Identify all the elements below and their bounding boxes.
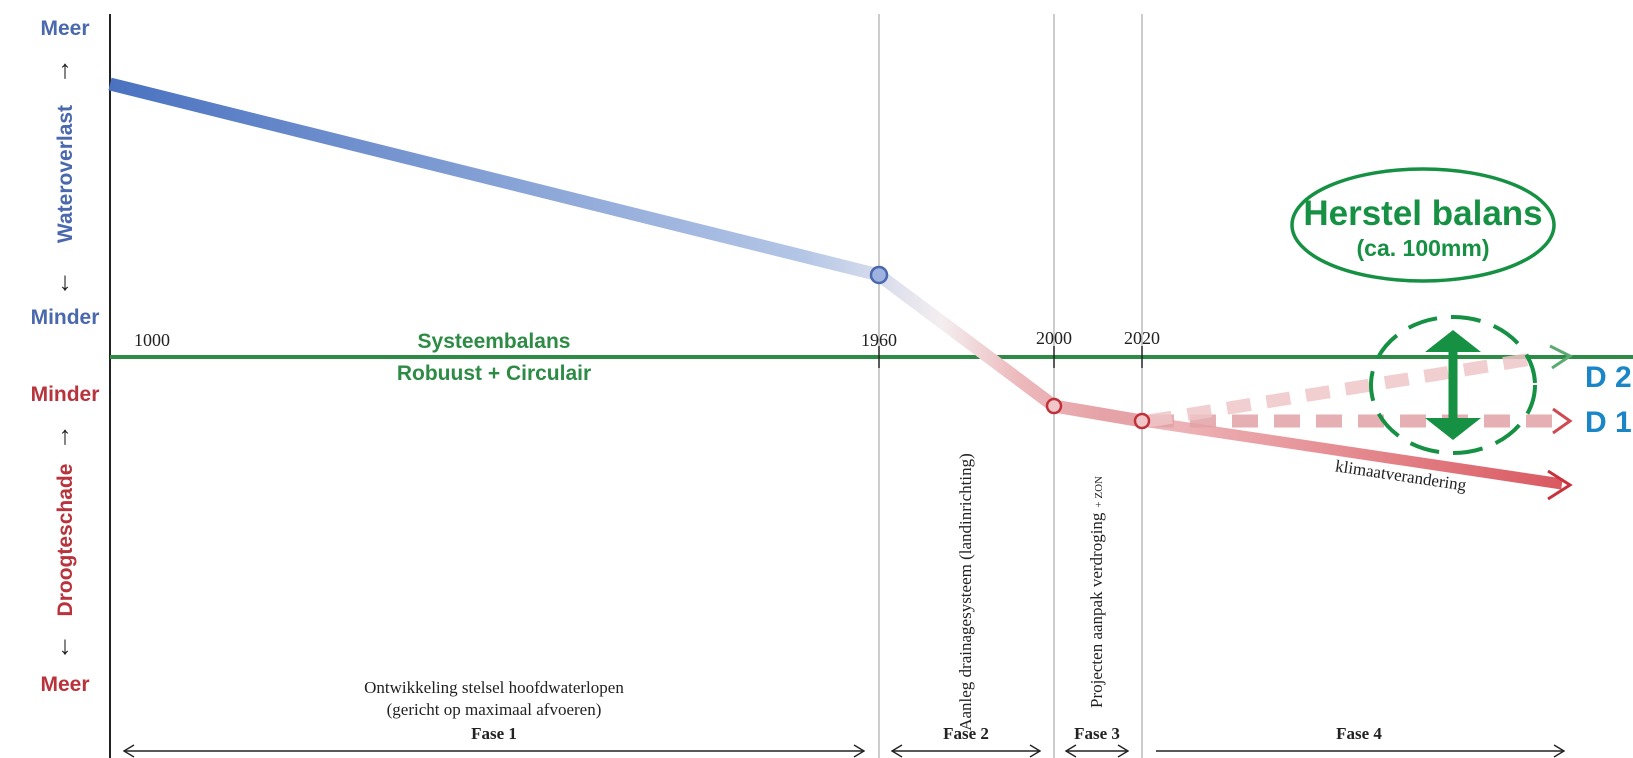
phase-3-description: Projecten aanpak verdroging + ZON — [1087, 476, 1106, 708]
y-axis-top-bottom-label: Minder — [31, 306, 100, 329]
phase-1-label: Fase 1 — [471, 724, 517, 743]
phase-3-span-arrow — [1064, 744, 1130, 758]
system-balance-label: Systeembalans — [418, 330, 571, 353]
scenario-d1-label: D 1 — [1585, 406, 1632, 439]
y-axis-bottom-arrow-up: ↑ — [59, 420, 72, 450]
phase-2-description: Aanleg drainagesysteem (landinrichting) — [956, 453, 975, 731]
year-label-1000: 1000 — [134, 330, 170, 350]
year-label-2020: 2020 — [1124, 328, 1160, 348]
scenario-range-ellipse — [1369, 315, 1537, 455]
y-axis-top-label: Meer — [40, 17, 89, 40]
phase-4-label: Fase 4 — [1336, 724, 1382, 743]
climate-trend-arrowhead — [1547, 469, 1573, 501]
phase-3-label: Fase 3 — [1074, 724, 1120, 743]
scenario-d2-label: D 2 — [1585, 361, 1632, 394]
y-axis-bottom-arrow-down: ↓ — [59, 630, 72, 660]
herstel-balans-ellipse — [1290, 167, 1556, 283]
phase-1-description-line2: (gericht op maximaal afvoeren) — [387, 700, 602, 719]
year-label-1960: 1960 — [861, 330, 897, 350]
y-axis-top-arrow: ↑ — [59, 54, 72, 84]
scenario-d1-arrowhead — [1552, 407, 1573, 435]
climate-trend-line — [1141, 415, 1563, 490]
year-label-2000: 2000 — [1036, 328, 1072, 348]
point-1960 — [869, 265, 889, 285]
point-2000 — [1045, 397, 1063, 415]
phase-3-description-main: Projecten aanpak verdroging — [1087, 512, 1106, 708]
phase-1-description-line1: Ontwikkeling stelsel hoofdwaterlopen — [364, 678, 624, 697]
phase-4-span-arrow — [1156, 744, 1566, 758]
herstel-title: Herstel balans — [1303, 194, 1542, 233]
y-axis-top-title: Wateroverlast — [54, 105, 77, 243]
system-balance-sublabel: Robuust + Circulair — [397, 362, 591, 385]
y-axis-bottom-top-label: Minder — [31, 383, 100, 406]
phase-2-span-arrow — [890, 744, 1042, 758]
phase-3-description-suffix: + ZON — [1093, 476, 1105, 508]
herstel-subtitle: (ca. 100mm) — [1357, 235, 1490, 261]
scenario-d2-arrowhead — [1549, 344, 1573, 370]
herstel-arrowhead-down — [1425, 418, 1481, 440]
scenario-d2-line — [1146, 351, 1540, 428]
y-axis-bottom-title: Droogteschade — [54, 464, 77, 617]
y-axis-top-arrow-down: ↓ — [59, 266, 72, 296]
y-axis-bottom-label: Meer — [40, 673, 89, 696]
phase-1-span-arrow — [122, 744, 866, 758]
herstel-arrowhead-up — [1425, 330, 1481, 352]
historic-trend-line — [108, 77, 1144, 428]
point-2020 — [1133, 412, 1151, 430]
phase-2-label: Fase 2 — [943, 724, 989, 743]
